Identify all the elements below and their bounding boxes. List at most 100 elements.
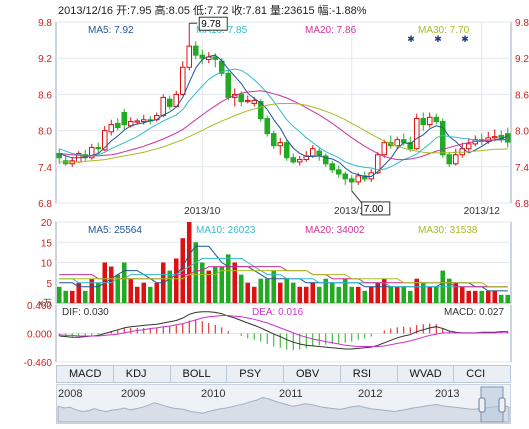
volume-unit-label: x万	[38, 298, 52, 308]
volume-bar-up	[251, 286, 257, 303]
price-ma20-line	[59, 90, 508, 161]
candle-up	[426, 116, 433, 126]
quote-change: 幅:-1.88%	[317, 5, 367, 17]
event-marker-icon: ✱	[434, 34, 442, 44]
candle-down	[257, 101, 264, 120]
candle-down	[420, 118, 427, 126]
candle-up	[277, 142, 284, 147]
macd-dea-line	[59, 315, 508, 347]
quote-volume: 量:23615	[269, 5, 315, 17]
price-panel-frame	[55, 21, 512, 204]
volume-bar-up	[297, 286, 303, 303]
volume-bar-up	[472, 290, 478, 303]
high-price-label: 9.78	[201, 19, 221, 30]
tab-rsi[interactable]: RSI	[341, 366, 398, 382]
volume-bar-down	[401, 286, 407, 303]
candle-down	[361, 175, 368, 180]
volume-tick: 20	[41, 218, 53, 229]
candle-up	[452, 154, 459, 165]
price-ma20-label: MA20: 7.86	[305, 25, 357, 36]
volume-bar-down	[63, 290, 69, 303]
price-ma10-line	[59, 68, 508, 171]
candle-down	[238, 93, 245, 103]
candle-up	[244, 99, 251, 103]
volume-bar-up	[492, 290, 498, 303]
candle-up	[296, 159, 303, 163]
candle-up	[108, 124, 115, 133]
volume-bar-up	[310, 282, 316, 303]
candle-down	[504, 133, 511, 143]
price-tick-right: 6.8	[515, 199, 529, 210]
volume-bar-up	[427, 286, 433, 303]
candle-up	[101, 130, 108, 151]
candle-down	[316, 150, 323, 157]
volume-bar-up	[69, 290, 75, 303]
time-navigator[interactable]	[56, 384, 511, 424]
volume-bar-up	[134, 286, 140, 303]
tab-cci[interactable]: CCI	[466, 368, 486, 380]
macd-dea-label: DEA: 0.016	[252, 307, 304, 318]
volume-bar-down	[212, 266, 218, 303]
volume-ma10-label: MA10: 26023	[196, 225, 256, 236]
quote-close: 收:7.81	[231, 5, 267, 17]
tab-boll[interactable]: BOLL	[171, 366, 228, 382]
price-ma30-label: MA30: 7.70	[418, 25, 470, 36]
price-x-tick: 2013/12	[464, 206, 501, 217]
price-tick-left: 9.8	[38, 18, 52, 29]
volume-bar-down	[336, 286, 342, 303]
volume-bar-down	[316, 286, 322, 303]
tab-wvad[interactable]: WVAD	[398, 366, 455, 382]
quote-high: 高:8.05	[154, 5, 190, 17]
price-tick-left: 6.8	[38, 199, 52, 210]
candle-down	[322, 155, 329, 165]
candle-down	[166, 98, 173, 107]
volume-bar-down	[349, 286, 355, 303]
quote-open: 开:7.95	[116, 5, 152, 17]
candle-down	[264, 118, 271, 135]
volume-bar-up	[381, 278, 387, 303]
candle-up	[381, 142, 388, 156]
volume-bar-down	[264, 278, 270, 303]
candle-down	[439, 121, 446, 156]
candle-down	[192, 45, 199, 56]
volume-bar-up	[277, 282, 283, 303]
candle-up	[186, 45, 193, 68]
tab-kdj[interactable]: KDJ	[114, 366, 171, 382]
macd-dif-label: DIF: 0.030	[62, 307, 109, 318]
volume-tick: 10	[41, 259, 53, 270]
volume-ma10-line	[59, 257, 508, 288]
volume-bar-down	[199, 262, 205, 303]
volume-bar-down	[56, 286, 62, 303]
candle-down	[56, 153, 63, 159]
volume-bar-up	[368, 286, 374, 303]
volume-bar-down	[258, 278, 264, 303]
candle-down	[329, 163, 336, 171]
volume-bar-up	[206, 270, 212, 303]
event-marker-icon: ✱	[407, 34, 415, 44]
macd-value-label: MACD: 0.027	[444, 307, 504, 318]
volume-bar-down	[121, 262, 127, 303]
event-marker-icon: ✱	[461, 34, 469, 44]
volume-bar-down	[342, 278, 348, 303]
candle-up	[355, 175, 362, 183]
volume-bar-down	[225, 254, 231, 303]
volume-bar-up	[453, 282, 459, 303]
price-ma5-label: MA5: 7.92	[88, 25, 134, 36]
volume-bar-down	[167, 270, 173, 303]
candle-up	[374, 154, 381, 174]
volume-bar-down	[329, 282, 335, 303]
tab-psy[interactable]: PSY	[227, 366, 284, 382]
volume-bar-up	[173, 258, 179, 303]
tab-macd[interactable]: MACD	[57, 366, 114, 382]
quote-header: 2013/12/16 开:7.95 高:8.05 低:7.72 收:7.81 量:2361…	[58, 2, 370, 17]
volume-bar-down	[446, 278, 452, 303]
volume-ma20-label: MA20: 34002	[305, 225, 365, 236]
volume-bar-up	[414, 278, 420, 303]
volume-bar-down	[82, 290, 88, 303]
tab-obv[interactable]: OBV	[284, 366, 341, 382]
volume-bar-up	[232, 262, 238, 303]
candle-up	[394, 139, 401, 147]
volume-ma30-line	[59, 270, 508, 288]
volume-ma5-label: MA5: 25564	[88, 225, 142, 236]
